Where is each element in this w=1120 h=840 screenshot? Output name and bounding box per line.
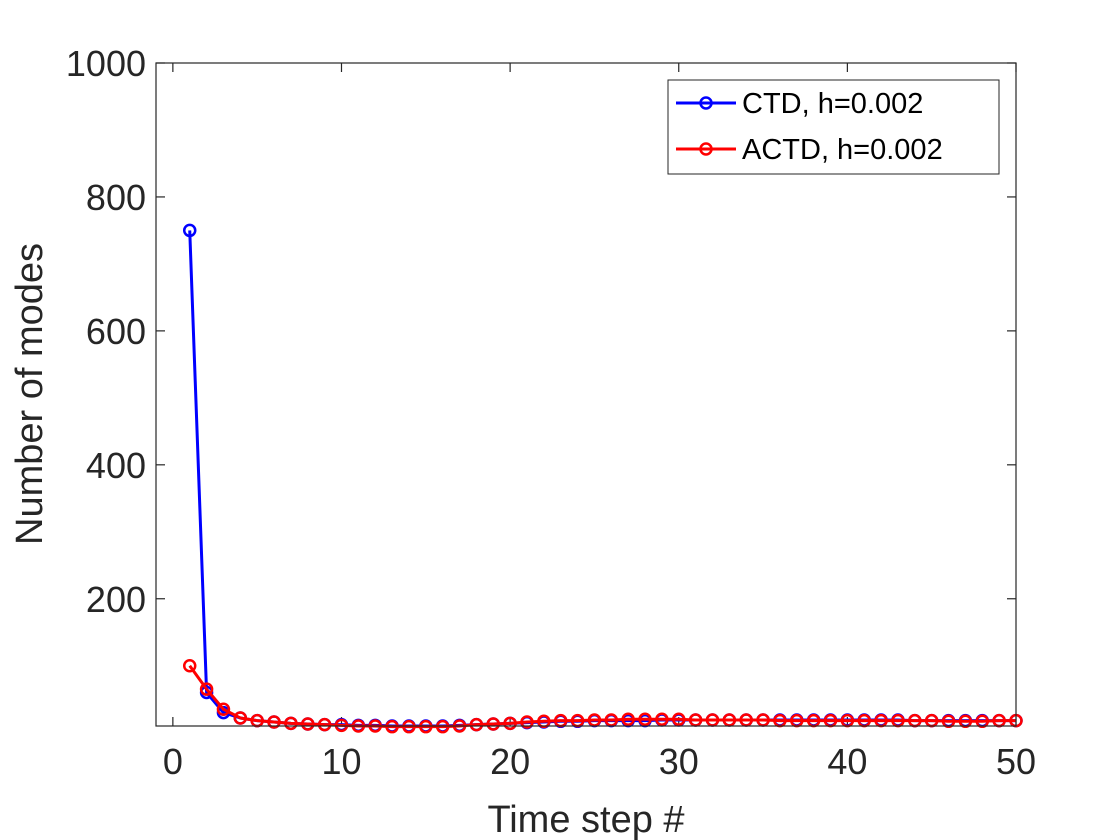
data-point-actd — [233, 711, 248, 725]
data-point-actd — [284, 716, 298, 731]
data-point-actd — [301, 717, 315, 731]
legend-box — [667, 79, 1000, 175]
data-point-actd — [638, 712, 652, 727]
data-point-actd — [199, 682, 214, 696]
data-point-actd — [469, 717, 484, 732]
x-tick-label: 50 — [996, 741, 1036, 782]
series-line-actd — [188, 664, 1016, 729]
x-tick-label: 0 — [163, 741, 183, 782]
y-tick-label: 400 — [86, 445, 146, 486]
data-point-actd — [537, 714, 551, 729]
legend: CTD, h=0.002 ACTD, h=0.002 — [667, 79, 1000, 175]
data-point-ctd — [182, 223, 197, 238]
data-point-actd — [958, 714, 973, 729]
y-tick-label: 600 — [86, 311, 146, 352]
data-point-actd — [334, 718, 349, 733]
y-tick-label: 1000 — [66, 43, 146, 84]
x-tick-label: 40 — [827, 741, 867, 782]
data-point-actd — [216, 702, 231, 717]
data-point-actd — [435, 719, 450, 734]
y-tick-label: 800 — [86, 177, 146, 218]
x-tick-label: 30 — [659, 741, 699, 782]
data-point-actd — [419, 719, 433, 734]
y-axis-label: Number of modes — [9, 243, 51, 545]
data-point-actd — [267, 715, 281, 729]
data-point-actd — [671, 712, 686, 727]
data-point-actd — [486, 717, 501, 731]
data-point-actd — [503, 716, 517, 731]
legend-label-ctd: CTD, h=0.002 — [742, 88, 923, 120]
data-point-actd — [402, 719, 416, 734]
y-tick-label: 200 — [86, 579, 146, 620]
legend-marker-ctd — [699, 96, 713, 110]
data-point-actd — [655, 712, 669, 727]
axes-box — [155, 62, 1017, 727]
data-point-actd — [317, 717, 332, 732]
x-tick-label: 10 — [321, 741, 361, 782]
legend-label-actd: ACTD, h=0.002 — [742, 134, 943, 166]
data-point-actd — [941, 714, 956, 729]
data-point-actd — [621, 712, 635, 727]
data-point-actd — [182, 658, 197, 673]
x-tick-label: 20 — [490, 741, 530, 782]
data-point-actd — [385, 719, 399, 734]
x-axis-label: Time step # — [487, 799, 684, 840]
data-point-actd — [975, 714, 990, 729]
legend-marker-actd — [699, 142, 713, 156]
data-point-actd — [520, 715, 534, 729]
